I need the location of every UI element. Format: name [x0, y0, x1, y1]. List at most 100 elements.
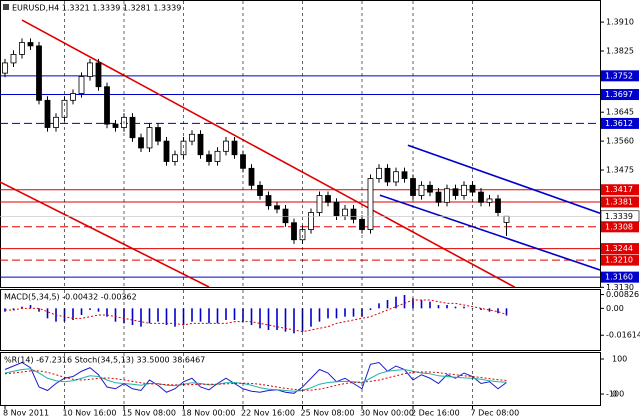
- candle-body: [36, 45, 42, 101]
- candle-body: [452, 188, 459, 196]
- candle-body: [393, 171, 399, 183]
- candle-body: [418, 184, 425, 196]
- macd-bar: [191, 308, 193, 322]
- level-label-box: [601, 243, 639, 255]
- level-label: 1.3381: [605, 197, 633, 206]
- macd-bar: [378, 303, 380, 309]
- level-label: 1.3244: [605, 244, 633, 253]
- oscillator-line: [4, 361, 507, 394]
- candle-body: [223, 140, 229, 152]
- macd-bar: [29, 305, 32, 309]
- symbol-icon: [3, 4, 9, 10]
- x-tick-label: 25 Nov 08:00: [301, 409, 355, 418]
- trendline: [0, 181, 210, 287]
- macd-bar: [114, 308, 117, 322]
- x-tick-label: 18 Nov 00:00: [182, 409, 236, 418]
- x-tick-label: 30 Nov 00:00: [360, 409, 414, 418]
- candle-body: [478, 191, 484, 203]
- macd-bar: [80, 308, 83, 315]
- bid-label-box: [600, 210, 640, 223]
- macd-panel: [0, 289, 601, 351]
- level-label: 1.3308: [605, 222, 633, 231]
- candle-body: [308, 212, 314, 230]
- macd-bar: [157, 308, 159, 322]
- oscillator-line: [4, 370, 507, 391]
- macd-bar: [165, 308, 168, 325]
- candle-body: [274, 205, 280, 210]
- candle-body: [248, 167, 255, 186]
- macd-bar: [386, 300, 389, 309]
- y-tick-label: 1.3645: [606, 108, 634, 117]
- candle-body: [2, 62, 8, 74]
- macd-bar: [267, 308, 270, 330]
- candle-body: [129, 116, 136, 139]
- level-label: 1.3417: [605, 185, 633, 194]
- candle-body: [197, 133, 204, 156]
- level-label-box: [601, 117, 639, 129]
- trendline: [379, 194, 600, 271]
- candle-body: [87, 62, 93, 77]
- macd-bar: [480, 308, 482, 310]
- candle-body: [495, 198, 501, 213]
- macd-bar: [199, 308, 202, 322]
- main-panel: [0, 0, 601, 288]
- oscillator-title: %R(14) -67.2316 Stoch(34,5,13) 33.5000 3…: [4, 356, 205, 365]
- candle-body: [333, 201, 340, 217]
- macd-bar: [174, 308, 176, 327]
- candle-body: [384, 167, 391, 183]
- y-tick-label: 0: [612, 390, 617, 399]
- macd-bar: [259, 308, 261, 329]
- macd-bar: [446, 305, 448, 309]
- candle-body: [342, 208, 348, 217]
- macd-signal: [5, 299, 507, 333]
- level-label: 1.3612: [605, 119, 633, 128]
- macd-bar: [318, 308, 321, 322]
- macd-bar: [97, 308, 100, 312]
- macd-bar: [437, 305, 440, 309]
- level-label-box: [601, 254, 639, 266]
- macd-bar: [21, 306, 23, 309]
- candle-body: [53, 116, 59, 128]
- y-tick-label: 1.3910: [606, 18, 634, 27]
- level-label-box: [601, 89, 639, 101]
- x-tick-label: 7 Dec 08:00: [471, 409, 520, 418]
- macd-bar: [327, 308, 329, 319]
- macd-bar: [148, 308, 151, 324]
- trendline: [407, 144, 600, 214]
- level-label-box: [601, 196, 639, 208]
- y-tick-label: 0.00826: [606, 290, 639, 299]
- macd-bar: [38, 308, 40, 312]
- x-tick-label: 15 Nov 08:00: [122, 409, 176, 418]
- macd-bar: [369, 308, 372, 310]
- macd-bar: [131, 308, 134, 325]
- macd-bar: [395, 296, 397, 309]
- level-label: 1.3752: [605, 71, 633, 80]
- oscillator-line: [4, 368, 507, 392]
- macd-bar: [284, 308, 287, 332]
- candle-body: [27, 42, 34, 47]
- candle-body: [350, 208, 357, 220]
- macd-bar: [335, 308, 338, 319]
- candle-body: [95, 62, 102, 88]
- x-tick-label: 22 Nov 16:00: [241, 409, 295, 418]
- candle-body: [291, 222, 297, 241]
- macd-bar: [361, 308, 363, 317]
- chart-title: EURUSD,H4 1.3321 1.3339 1.3281 1.3339: [12, 4, 181, 13]
- macd-bar: [72, 308, 74, 320]
- macd-bar: [293, 308, 295, 334]
- candle-body: [112, 123, 119, 128]
- macd-bar: [46, 308, 49, 319]
- candle-body: [282, 208, 289, 224]
- candle-body: [486, 198, 493, 203]
- candle-body: [325, 195, 331, 203]
- macd-bar: [488, 308, 491, 312]
- macd-bar: [89, 308, 91, 310]
- candle-body: [206, 154, 212, 162]
- candle-body: [367, 178, 374, 230]
- candle-body: [231, 140, 238, 156]
- y-tick-label: 1.3560: [606, 137, 634, 146]
- candle-body: [316, 195, 323, 213]
- macd-bar: [505, 308, 508, 316]
- level-label: 1.3210: [605, 256, 633, 265]
